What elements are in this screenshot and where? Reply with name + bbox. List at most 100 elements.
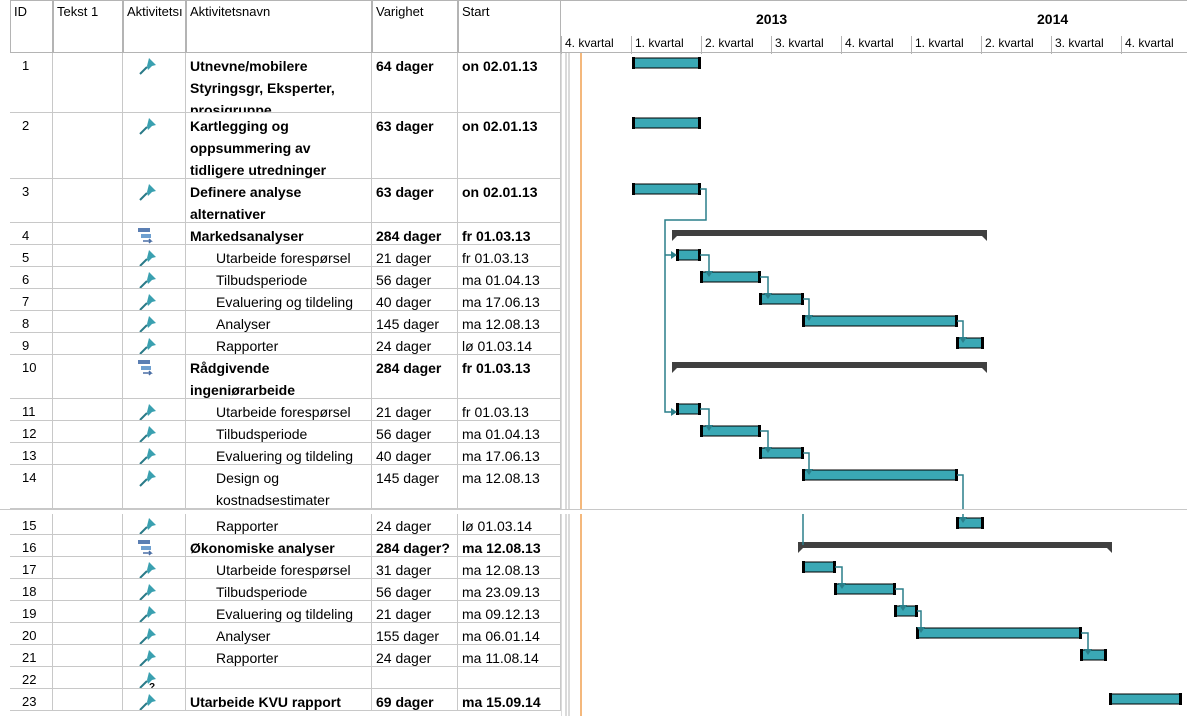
task-start[interactable]: ma 12.08.13 [458, 465, 561, 508]
row-text1[interactable] [53, 179, 123, 222]
task-mode-cell[interactable] [123, 443, 186, 464]
row-text1[interactable] [53, 535, 123, 556]
task-start[interactable]: ma 12.08.13 [458, 311, 561, 332]
col-header-duration[interactable]: Varighet [372, 0, 458, 53]
task-name[interactable]: Evaluering og tildeling [186, 289, 372, 310]
table-row[interactable]: 15 Rapporter 24 dager lø 01.03.14 [10, 513, 561, 535]
task-start[interactable]: ma 09.12.13 [458, 601, 561, 622]
task-duration[interactable]: 56 dager [372, 267, 458, 288]
task-mode-cell[interactable] [123, 311, 186, 332]
table-row[interactable]: 3 Definere analyse alternativer 63 dager on … [10, 179, 561, 223]
task-duration[interactable]: 69 dager [372, 689, 458, 710]
task-mode-cell[interactable] [123, 245, 186, 266]
row-text1[interactable] [53, 333, 123, 354]
row-text1[interactable] [53, 399, 123, 420]
row-text1[interactable] [53, 667, 123, 688]
task-duration[interactable]: 40 dager [372, 289, 458, 310]
table-row[interactable]: 11 Utarbeide forespørsel 21 dager fr 01.03.… [10, 399, 561, 421]
row-text1[interactable] [53, 623, 123, 644]
task-mode-cell[interactable] [123, 179, 186, 222]
task-start[interactable]: ma 15.09.14 [458, 689, 561, 710]
task-duration[interactable]: 31 dager [372, 557, 458, 578]
col-header-start[interactable]: Start [458, 0, 561, 53]
col-header-name[interactable]: Aktivitetsnavn [186, 0, 372, 53]
table-row[interactable]: 18 Tilbudsperiode 56 dager ma 23.09.13 [10, 579, 561, 601]
task-duration[interactable]: 64 dager [372, 53, 458, 112]
task-duration[interactable]: 21 dager [372, 601, 458, 622]
task-name[interactable]: Evaluering og tildeling [186, 443, 372, 464]
task-name[interactable]: Analyser [186, 311, 372, 332]
task-start[interactable]: ma 12.08.13 [458, 557, 561, 578]
task-mode-cell[interactable] [123, 689, 186, 710]
table-row[interactable]: 21 Rapporter 24 dager ma 11.08.14 [10, 645, 561, 667]
task-start[interactable]: ma 06.01.14 [458, 623, 561, 644]
task-duration[interactable]: 40 dager [372, 443, 458, 464]
task-mode-cell[interactable] [123, 333, 186, 354]
task-mode-cell[interactable] [123, 113, 186, 178]
table-row[interactable]: 7 Evaluering og tildeling 40 dager ma 17.06… [10, 289, 561, 311]
row-text1[interactable] [53, 289, 123, 310]
row-text1[interactable] [53, 601, 123, 622]
task-name[interactable]: Evaluering og tildeling [186, 601, 372, 622]
task-mode-cell[interactable] [123, 513, 186, 534]
task-mode-cell[interactable] [123, 579, 186, 600]
table-row[interactable]: 1 Utnevne/mobilere Styringsgr, Eksperter, p… [10, 53, 561, 113]
task-start[interactable]: ma 01.04.13 [458, 267, 561, 288]
task-duration[interactable]: 145 dager [372, 465, 458, 508]
row-text1[interactable] [53, 267, 123, 288]
task-duration[interactable]: 24 dager [372, 645, 458, 666]
task-mode-cell[interactable] [123, 355, 186, 398]
row-text1[interactable] [53, 645, 123, 666]
task-duration[interactable]: 63 dager [372, 179, 458, 222]
task-mode-cell[interactable] [123, 645, 186, 666]
col-header-id[interactable]: ID [10, 0, 53, 53]
task-mode-cell[interactable]: ? [123, 667, 186, 688]
table-row[interactable]: 9 Rapporter 24 dager lø 01.03.14 [10, 333, 561, 355]
task-name[interactable]: Utarbeide forespørsel [186, 557, 372, 578]
task-duration[interactable]: 284 dager [372, 355, 458, 398]
table-row[interactable]: 10 Rådgivende ingeniørarbeide 284 dager fr 0… [10, 355, 561, 399]
task-name[interactable]: Definere analyse alternativer [186, 179, 372, 222]
task-mode-cell[interactable] [123, 399, 186, 420]
col-header-mode[interactable]: Aktivitetsı [123, 0, 186, 53]
row-text1[interactable] [53, 113, 123, 178]
table-row[interactable]: 8 Analyser 145 dager ma 12.08.13 [10, 311, 561, 333]
table-row[interactable]: 5 Utarbeide forespørsel 21 dager fr 01.03.1… [10, 245, 561, 267]
task-name[interactable]: Tilbudsperiode [186, 421, 372, 442]
col-header-text1[interactable]: Tekst 1 [53, 0, 123, 53]
task-name[interactable]: Utarbeide KVU rapport [186, 689, 372, 710]
task-name[interactable]: Design og kostnadsestimater [186, 465, 372, 508]
task-duration[interactable]: 284 dager? [372, 535, 458, 556]
row-text1[interactable] [53, 245, 123, 266]
task-duration[interactable] [372, 667, 458, 688]
table-row[interactable]: 6 Tilbudsperiode 56 dager ma 01.04.13 [10, 267, 561, 289]
table-row[interactable]: 17 Utarbeide forespørsel 31 dager ma 12.08.… [10, 557, 561, 579]
table-row[interactable]: 2 Kartlegging og oppsummering av tidligere … [10, 113, 561, 179]
task-start[interactable]: ma 23.09.13 [458, 579, 561, 600]
task-name[interactable]: Markedsanalyser [186, 223, 372, 244]
task-duration[interactable]: 21 dager [372, 399, 458, 420]
task-mode-cell[interactable] [123, 421, 186, 442]
task-mode-cell[interactable] [123, 465, 186, 508]
task-name[interactable]: Utarbeide forespørsel [186, 245, 372, 266]
task-start[interactable]: on 02.01.13 [458, 179, 561, 222]
row-text1[interactable] [53, 311, 123, 332]
row-text1[interactable] [53, 223, 123, 244]
table-row[interactable]: 20 Analyser 155 dager ma 06.01.14 [10, 623, 561, 645]
table-row[interactable]: 14 Design og kostnadsestimater 145 dager ma … [10, 465, 561, 509]
task-duration[interactable]: 284 dager [372, 223, 458, 244]
task-start[interactable]: ma 01.04.13 [458, 421, 561, 442]
row-text1[interactable] [53, 355, 123, 398]
table-row[interactable]: 12 Tilbudsperiode 56 dager ma 01.04.13 [10, 421, 561, 443]
task-mode-cell[interactable] [123, 557, 186, 578]
task-duration[interactable]: 145 dager [372, 311, 458, 332]
task-duration[interactable]: 63 dager [372, 113, 458, 178]
task-name[interactable]: Rapporter [186, 333, 372, 354]
task-mode-cell[interactable] [123, 53, 186, 112]
task-mode-cell[interactable] [123, 623, 186, 644]
task-duration[interactable]: 155 dager [372, 623, 458, 644]
task-mode-cell[interactable] [123, 535, 186, 556]
table-row[interactable]: 13 Evaluering og tildeling 40 dager ma 17.0… [10, 443, 561, 465]
task-start[interactable]: lø 01.03.14 [458, 513, 561, 534]
task-name[interactable]: Rapporter [186, 645, 372, 666]
